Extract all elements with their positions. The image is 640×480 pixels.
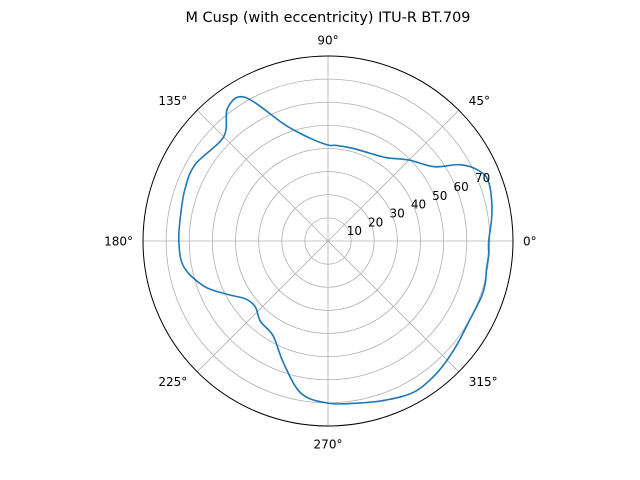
- radial-tick-label-10: 10: [347, 224, 362, 238]
- angular-gridline-135: [196, 109, 329, 242]
- theta-tick-label-180: 180°: [104, 235, 133, 249]
- theta-tick-label-45: 45°: [469, 94, 490, 108]
- radial-tick-label-20: 20: [368, 215, 383, 229]
- radial-tick-label-30: 30: [389, 207, 404, 221]
- theta-tick-label-90: 90°: [317, 34, 338, 48]
- chart-title: M Cusp (with eccentricity) ITU-R BT.709: [186, 10, 471, 26]
- angular-gridline-225: [196, 240, 329, 373]
- radial-tick-label-60: 60: [454, 180, 469, 194]
- radial-tick-label-70: 70: [475, 171, 490, 185]
- theta-tick-label-225: 225°: [158, 375, 187, 389]
- polar-frame: [142, 55, 514, 427]
- theta-tick-labels: 0° 45° 90° 135° 180° 225° 270° 315°: [104, 34, 537, 452]
- theta-tick-label-0: 0°: [523, 235, 537, 249]
- polar-grid: [143, 56, 513, 426]
- angular-gridline-315: [327, 240, 460, 373]
- theta-tick-label-270: 270°: [314, 438, 343, 452]
- radial-tick-label-40: 40: [411, 198, 426, 212]
- theta-tick-label-135: 135°: [158, 94, 187, 108]
- series-line-0: [177, 95, 493, 405]
- series-layer: [177, 95, 493, 405]
- theta-tick-label-315: 315°: [469, 375, 498, 389]
- radial-tick-labels: 10 20 30 40 50 60 70: [347, 171, 490, 238]
- radial-tick-label-50: 50: [432, 189, 447, 203]
- angular-gridline-45: [327, 109, 460, 242]
